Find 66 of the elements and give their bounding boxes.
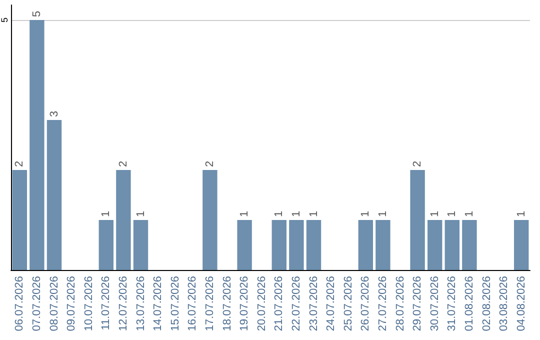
x-tick-label: 10.07.2026 [82,276,95,332]
bar [358,220,374,270]
x-tick-label: 15.07.2026 [169,276,182,332]
data-label: 2 [412,160,424,167]
x-tick-label: 18.07.2026 [221,276,234,332]
data-label: 5 [30,10,43,17]
bar [272,220,287,270]
x-tick-label: 08.07.2026 [48,276,60,332]
x-tick-label: 26.07.2026 [360,276,372,332]
data-label: 2 [204,160,216,167]
data-label: 2 [14,160,26,167]
bar [30,20,44,270]
bar [289,220,304,270]
data-label: 1 [100,210,112,217]
x-tick-label: 13.07.2026 [134,276,147,332]
x-tick-label: 31.07.2026 [446,276,458,332]
x-tick-label: 14.07.2026 [152,276,164,332]
bar [133,220,148,270]
x-tick-label: 22.07.2026 [290,276,302,332]
bar [444,220,460,270]
data-label: 1 [134,210,147,217]
x-tick-label: 03.08.2026 [498,276,510,332]
data-label: 1 [463,210,476,217]
bar [116,170,131,270]
x-tick-label: 28.07.2026 [394,276,406,332]
bar [202,170,218,270]
bar [428,220,442,270]
bar [237,220,252,270]
x-tick-label: 17.07.2026 [204,276,216,332]
x-tick-label: 27.07.2026 [376,276,389,332]
x-tick-label: 16.07.2026 [186,276,199,332]
data-label: 1 [290,210,302,217]
x-tick-label: 12.07.2026 [117,276,130,332]
x-tick-label: 02.08.2026 [480,276,493,332]
x-tick-label: 01.08.2026 [463,276,476,332]
x-tick-label: 29.07.2026 [412,276,424,332]
x-tick-label: 07.07.2026 [30,276,43,332]
x-tick-label: 19.07.2026 [238,276,251,332]
x-tick-label: 30.07.2026 [428,276,441,332]
data-label: 1 [446,210,458,217]
data-label: 1 [360,210,372,217]
x-tick-label: 24.07.2026 [325,276,338,332]
bar [98,220,114,270]
bar [376,220,390,270]
bar [46,120,62,270]
data-label: 1 [428,210,441,217]
x-tick-label: 21.07.2026 [273,276,286,332]
bar [12,170,28,270]
data-label: 1 [273,210,286,217]
data-label: 1 [376,210,389,217]
bar [410,170,425,270]
bar [306,220,322,270]
bar [462,220,477,270]
data-label: 3 [48,110,60,117]
x-tick-label: 20.07.2026 [256,276,268,332]
data-label: 1 [238,210,251,217]
x-tick-label: 06.07.2026 [14,276,26,332]
x-tick-label: 25.07.2026 [342,276,354,332]
x-tick-label: 04.08.2026 [515,276,528,332]
x-tick-label: 09.07.2026 [66,276,78,332]
x-tick-label: 11.07.2026 [100,276,112,330]
bar [514,220,529,270]
data-label: 2 [117,160,130,167]
data-label: 1 [308,210,320,217]
data-label: 1 [515,210,528,217]
x-tick-label: 23.07.2026 [308,276,320,332]
